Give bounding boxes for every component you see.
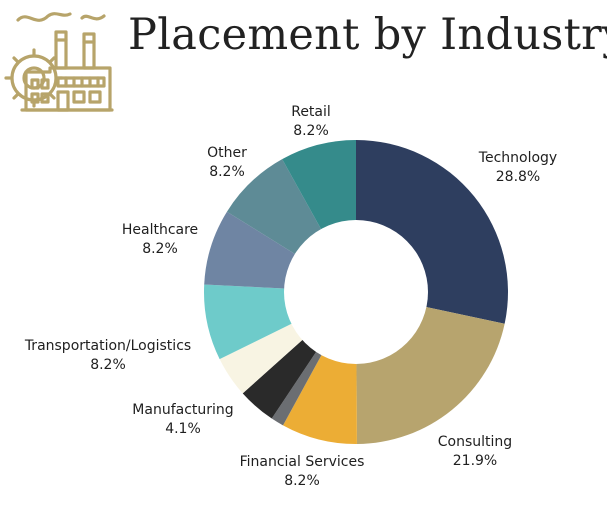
factory-icon — [4, 12, 114, 112]
chart-labels: Technology 28.8% Consulting 21.9% Financial … — [24, 104, 557, 489]
slice-value-other: 8.2% — [209, 164, 245, 180]
slice-label-transportation-logistics: Transportation/Logistics — [24, 338, 191, 354]
slice-value-consulting: 21.9% — [453, 453, 497, 469]
slice-label-manufacturing: Manufacturing — [132, 402, 233, 418]
slice-value-transportation-logistics: 8.2% — [90, 357, 126, 373]
slice-value-financial-services: 8.2% — [284, 473, 320, 489]
slice-value-retail: 8.2% — [293, 123, 329, 139]
slice-value-healthcare: 8.2% — [142, 241, 178, 257]
slice-label-consulting: Consulting — [438, 434, 512, 450]
slice-label-technology: Technology — [478, 150, 557, 166]
slice-label-financial-services: Financial Services — [240, 454, 365, 470]
slice-value-manufacturing: 4.1% — [165, 421, 201, 437]
slice-value-technology: 28.8% — [496, 169, 540, 185]
donut-hole — [284, 220, 428, 364]
slice-label-other: Other — [207, 145, 247, 161]
slice-label-healthcare: Healthcare — [122, 222, 198, 238]
slice-label-retail: Retail — [291, 104, 331, 120]
page-title: Placement by Industry — [128, 10, 607, 60]
